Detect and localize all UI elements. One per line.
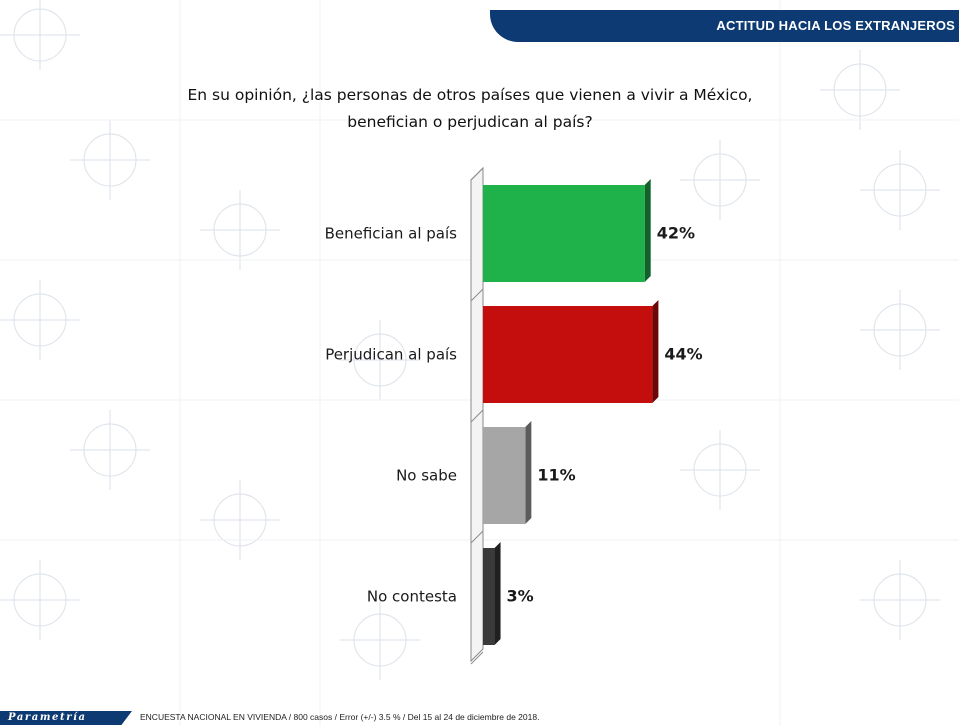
bar-side xyxy=(652,300,658,403)
category-label: No contesta xyxy=(367,588,457,606)
category-label: Benefician al país xyxy=(325,225,458,243)
bar xyxy=(483,548,495,645)
survey-methodology-note: ENCUESTA NACIONAL EN VIVIENDA / 800 caso… xyxy=(140,712,539,722)
bar-side xyxy=(525,421,531,524)
category-label: Perjudican al país xyxy=(325,346,457,364)
bar xyxy=(483,306,652,403)
value-label: 11% xyxy=(537,466,575,485)
bar xyxy=(483,185,645,282)
bar-side xyxy=(495,542,501,645)
parametria-logo: Parametría xyxy=(0,711,132,725)
chart-axis-wall xyxy=(471,168,483,661)
value-label: 3% xyxy=(507,587,534,606)
value-label: 42% xyxy=(657,224,695,243)
footer: Parametría ENCUESTA NACIONAL EN VIVIENDA… xyxy=(0,709,959,726)
bar xyxy=(483,427,525,524)
category-label: No sabe xyxy=(396,467,457,485)
bar-side xyxy=(645,179,651,282)
value-label: 44% xyxy=(664,345,702,364)
